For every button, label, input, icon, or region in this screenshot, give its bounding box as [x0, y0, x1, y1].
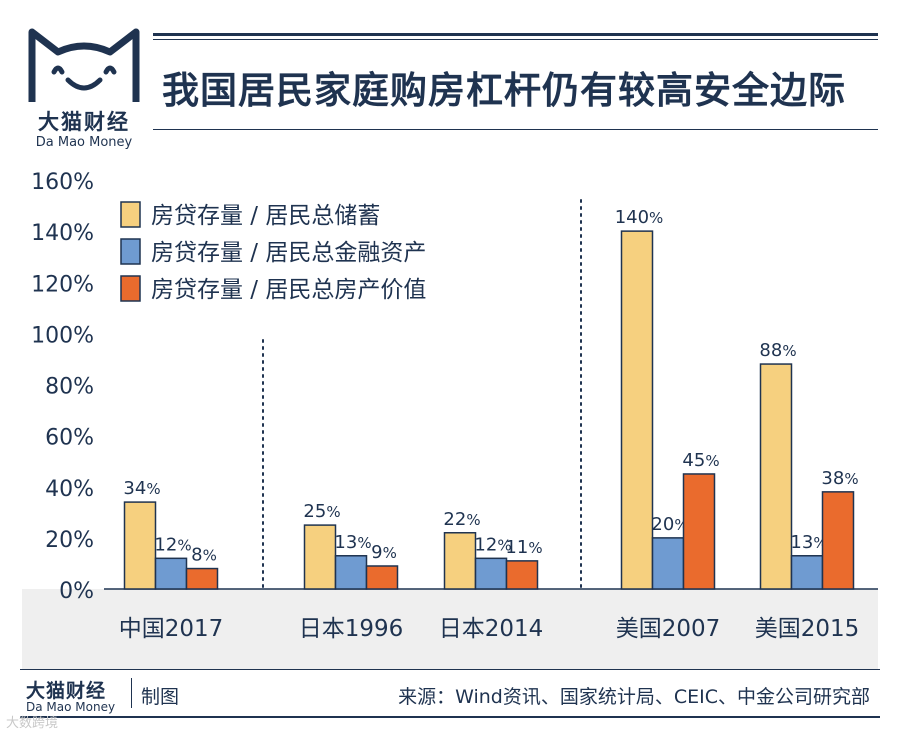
bar-property	[505, 560, 539, 590]
bar-savings	[123, 501, 157, 590]
legend-label: 房贷存量 / 居民总金融资产	[151, 240, 426, 266]
legend-swatch-financial	[120, 238, 141, 265]
footer-made-label: 制图	[141, 686, 180, 708]
data-label-value: 9	[371, 542, 382, 563]
bar-property	[682, 473, 716, 590]
data-label-value: 8	[191, 545, 202, 566]
footer-divider	[131, 678, 132, 708]
data-label-value: 34	[123, 478, 146, 499]
data-label-suffix: %	[203, 547, 217, 565]
data-label-suffix: %	[146, 480, 160, 498]
data-label-value: 38	[821, 468, 844, 489]
category-band	[22, 589, 878, 670]
data-label-suffix: %	[357, 534, 371, 552]
y-tick-label: 120%	[31, 272, 94, 297]
data-label-value: 13	[334, 532, 357, 553]
data-label-suffix: %	[649, 209, 663, 227]
data-label-suffix: %	[383, 544, 397, 562]
data-label-suffix: %	[782, 342, 796, 360]
data-label-value: 11	[505, 537, 528, 558]
bar-financial	[154, 557, 188, 590]
legend-label: 房贷存量 / 居民总房产价值	[151, 277, 426, 303]
data-label-suffix: %	[528, 539, 542, 557]
data-label-suffix: %	[466, 511, 480, 529]
data-label: 34%	[123, 478, 160, 499]
data-label-value: 12	[474, 534, 497, 555]
bar-financial	[790, 555, 824, 590]
data-label: 45%	[682, 450, 719, 471]
data-label: 140%	[615, 207, 664, 228]
data-label: 11%	[505, 537, 542, 558]
data-label: 22%	[443, 509, 480, 530]
data-label-suffix: %	[705, 452, 719, 470]
data-label: 88%	[759, 340, 796, 361]
title-rule-top	[153, 33, 878, 36]
data-label: 25%	[303, 501, 340, 522]
x-tick-label: 中国2017	[119, 616, 224, 642]
page-title: 我国居民家庭购房杠杆仍有较高安全边际	[162, 69, 846, 112]
bar-property	[821, 491, 855, 590]
y-tick-label: 40%	[45, 477, 94, 502]
brand-logo: 大猫财经 Da Mao Money	[14, 14, 154, 150]
data-label-value: 20	[651, 514, 674, 535]
bar-property	[185, 567, 219, 590]
data-label: 12%	[154, 534, 191, 555]
footer-brand-en: Da Mao Money	[26, 700, 116, 714]
bar-property	[365, 565, 399, 590]
x-tick-label: 日本1996	[299, 616, 404, 642]
data-label-value: 12	[154, 534, 177, 555]
bar-savings	[759, 363, 793, 590]
cat-face-icon	[28, 28, 140, 102]
y-tick-label: 80%	[45, 375, 94, 400]
data-label-suffix: %	[177, 536, 191, 554]
data-label: 38%	[821, 468, 858, 489]
data-label-suffix: %	[844, 470, 858, 488]
brand-name-en: Da Mao Money	[35, 135, 133, 150]
footer-brand-cn: 大猫财经	[26, 680, 107, 702]
bar-financial	[474, 557, 508, 590]
legend-swatch-savings	[120, 201, 141, 228]
watermark: 大数跨境	[6, 716, 59, 731]
footer-rule-top	[20, 669, 880, 670]
data-label-value: 13	[790, 532, 813, 553]
x-tick-label: 美国2015	[755, 616, 860, 642]
data-label-value: 88	[759, 340, 782, 361]
bar-savings	[443, 532, 477, 590]
data-label-suffix: %	[326, 503, 340, 521]
data-label-value: 22	[443, 509, 466, 530]
data-label-suffix: %	[497, 536, 511, 554]
x-tick-label: 日本2014	[439, 616, 544, 642]
data-label: 9%	[371, 542, 397, 563]
title-rule-bottom	[153, 129, 878, 130]
footer-source: 来源：Wind资讯、国家统计局、CEIC、中金公司研究部	[398, 686, 870, 708]
y-tick-label: 160%	[31, 170, 94, 195]
data-label-value: 45	[682, 450, 705, 471]
brand-name-cn: 大猫财经	[38, 110, 130, 134]
title-rule-top-thin	[153, 39, 878, 40]
x-tick-label: 美国2007	[616, 616, 721, 642]
data-label: 12%	[474, 534, 511, 555]
bar-savings	[620, 230, 654, 590]
data-label: 13%	[334, 532, 371, 553]
data-label-value: 140	[615, 207, 649, 228]
y-tick-label: 100%	[31, 323, 94, 348]
y-tick-label: 140%	[31, 221, 94, 246]
legend-swatch-property	[120, 275, 141, 302]
y-tick-label: 20%	[45, 528, 94, 553]
data-label-value: 25	[303, 501, 326, 522]
y-tick-label: 0%	[59, 579, 94, 604]
y-tick-label: 60%	[45, 426, 94, 451]
bar-financial	[334, 555, 368, 590]
bar-savings	[303, 524, 337, 590]
legend-label: 房贷存量 / 居民总储蓄	[151, 203, 380, 229]
footer-rule-bottom	[20, 716, 880, 718]
data-label: 8%	[191, 545, 217, 566]
bar-financial	[651, 537, 685, 590]
